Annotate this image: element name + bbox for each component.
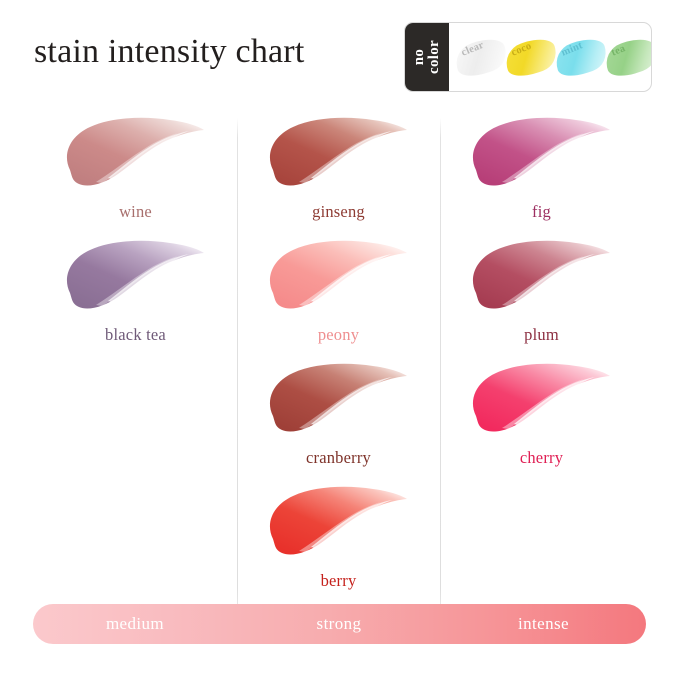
intensity-bar: medium strong intense — [33, 604, 646, 644]
column-intense: fig — [440, 108, 643, 603]
legend-badge: no color clear coco mint tea — [404, 22, 652, 92]
legend-swatch-list: clear coco mint tea — [449, 23, 651, 91]
swatch-peony-label: peony — [317, 325, 360, 344]
no-color-label-line2: color — [426, 40, 442, 74]
swatch-black-tea-smear — [52, 233, 212, 321]
swatch-peony-smear — [255, 233, 415, 321]
no-color-label-line1: no — [411, 48, 427, 66]
swatch-peony[interactable]: peony — [237, 231, 440, 351]
swatch-cranberry-smear — [255, 356, 415, 444]
swatch-ginseng-smear — [255, 110, 415, 198]
legend-swatch-coco-blob — [501, 33, 561, 82]
legend-swatch-tea[interactable]: tea — [601, 33, 651, 82]
swatch-wine-smear — [52, 110, 212, 198]
swatch-grid: wine — [0, 108, 679, 603]
swatch-black-tea[interactable]: black tea — [34, 231, 237, 351]
swatch-fig-smear — [458, 110, 618, 198]
swatch-berry-label: berry — [320, 571, 357, 590]
column-divider-1 — [237, 118, 238, 608]
intensity-label-intense: intense — [518, 614, 569, 633]
legend-swatch-mint[interactable]: mint — [551, 33, 611, 82]
swatch-cherry-smear — [458, 356, 618, 444]
no-color-label: no color — [411, 40, 442, 74]
swatch-wine-label: wine — [119, 202, 152, 221]
intensity-label-medium: medium — [105, 614, 165, 633]
swatch-plum-label: plum — [524, 325, 559, 344]
intensity-label-strong: strong — [316, 614, 362, 633]
swatch-cherry[interactable]: cherry — [440, 354, 643, 474]
swatch-cherry-label: cherry — [519, 448, 564, 467]
swatch-ginseng[interactable]: ginseng — [237, 108, 440, 228]
column-divider-2 — [440, 118, 441, 608]
legend-swatch-tea-blob — [601, 33, 651, 82]
swatch-fig-label: fig — [532, 202, 551, 221]
legend-swatch-mint-blob — [551, 33, 611, 82]
swatch-wine[interactable]: wine — [34, 108, 237, 228]
header: stain intensity chart no color clear coc… — [0, 0, 679, 108]
swatch-fig[interactable]: fig — [440, 108, 643, 228]
swatch-berry-smear — [255, 479, 415, 567]
legend-swatch-coco[interactable]: coco — [501, 33, 561, 82]
column-strong: ginseng — [237, 108, 440, 603]
swatch-ginseng-label: ginseng — [312, 202, 365, 221]
swatch-black-tea-label: black tea — [105, 325, 166, 344]
swatch-plum-smear — [458, 233, 618, 321]
page-title: stain intensity chart — [34, 33, 305, 70]
no-color-badge: no color — [405, 23, 449, 91]
swatch-cranberry[interactable]: cranberry — [237, 354, 440, 474]
legend-swatch-clear[interactable]: clear — [451, 33, 511, 82]
swatch-berry[interactable]: berry — [237, 477, 440, 597]
swatch-plum[interactable]: plum — [440, 231, 643, 351]
column-medium: wine — [34, 108, 237, 603]
swatch-cranberry-label: cranberry — [305, 448, 371, 467]
